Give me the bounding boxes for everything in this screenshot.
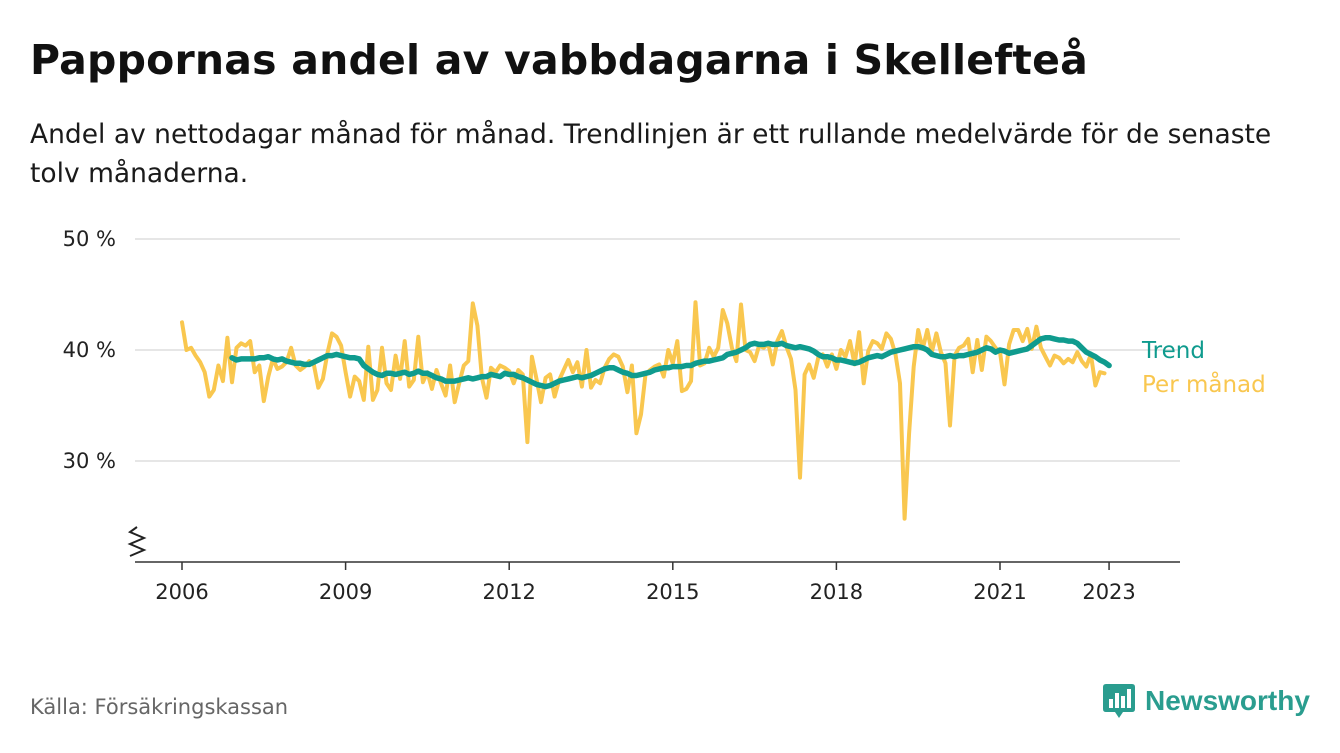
legend-label-trend: Trend bbox=[1141, 338, 1205, 364]
x-tick-label: 2023 bbox=[1082, 580, 1135, 604]
x-tick-label: 2006 bbox=[155, 580, 208, 604]
series-line-per-manad bbox=[180, 300, 1107, 521]
chart-subtitle: Andel av nettodagar månad för månad. Tre… bbox=[30, 119, 1272, 189]
legend: Per månad Trend bbox=[1141, 338, 1266, 398]
series-lines bbox=[180, 300, 1112, 521]
y-axis-labels: 30 % 40 % 50 % bbox=[63, 227, 116, 473]
source-note: Källa: Försäkringskassan bbox=[30, 695, 289, 719]
brand-name: Newsworthy bbox=[1145, 685, 1310, 716]
y-tick-label: 30 % bbox=[63, 449, 116, 473]
axis-break-icon bbox=[127, 526, 147, 557]
x-tick-label: 2015 bbox=[646, 580, 699, 604]
chart-title: Pappornas andel av vabbdagarna i Skellef… bbox=[30, 36, 1088, 84]
x-tick-label: 2012 bbox=[482, 580, 535, 604]
newsworthy-logo: Newsworthy bbox=[1102, 682, 1310, 720]
x-axis: 2006 2009 2012 2015 2018 2021 2023 bbox=[135, 561, 1180, 604]
x-tick-label: 2009 bbox=[319, 580, 372, 604]
y-axis-break bbox=[127, 526, 147, 557]
y-tick-label: 40 % bbox=[63, 338, 116, 362]
y-tick-label: 50 % bbox=[63, 227, 116, 251]
x-tick-label: 2021 bbox=[973, 580, 1026, 604]
x-tick-label: 2018 bbox=[810, 580, 863, 604]
bar-chart-speech-icon bbox=[1103, 684, 1135, 718]
series-line-trend bbox=[229, 335, 1112, 390]
legend-label-per-manad: Per månad bbox=[1142, 370, 1266, 398]
